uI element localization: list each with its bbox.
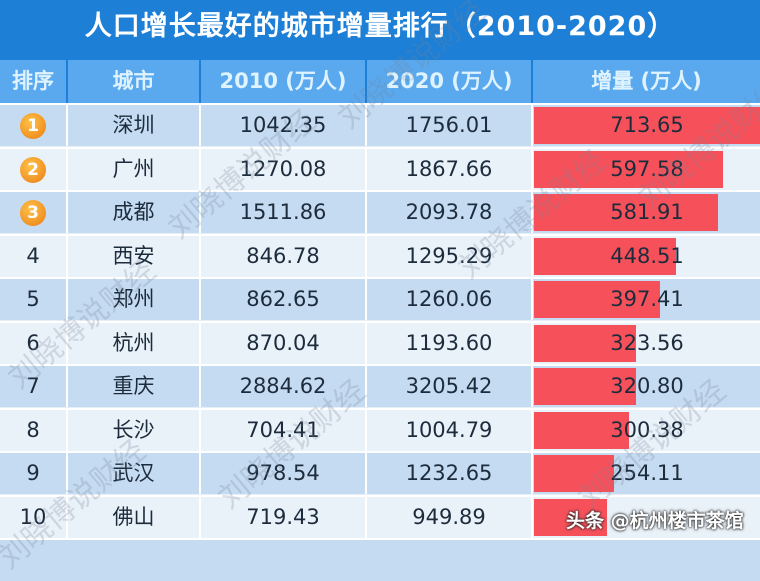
header-2020: 2020 (万人) <box>367 60 531 103</box>
cell-y2010: 1511.86 <box>201 192 367 233</box>
table-row: 6 杭州 870.04 1193.60 323.56 <box>0 320 760 364</box>
increase-label: 448.51 <box>610 243 684 268</box>
chart-title: 人口增长最好的城市增量排行（2010-2020） <box>0 0 760 58</box>
cell-y2020: 3205.42 <box>367 366 533 407</box>
table-row: 3 成都 1511.86 2093.78 581.91 <box>0 190 760 233</box>
cell-rank: 6 <box>0 322 68 364</box>
cell-city: 西安 <box>68 235 201 277</box>
increase-bar <box>534 150 724 188</box>
increase-bar <box>534 411 630 449</box>
table-row: 5 郑州 862.65 1260.06 397.41 <box>0 277 760 320</box>
increase-bar <box>534 237 677 275</box>
cell-y2010: 719.43 <box>201 496 367 538</box>
credit-watermark: 头条 @杭州楼市茶馆 <box>566 510 744 532</box>
table-row: 4 西安 846.78 1295.29 448.51 <box>0 233 760 277</box>
increase-label: 254.11 <box>610 461 684 485</box>
cell-y2020: 949.89 <box>367 496 533 538</box>
increase-label: 300.38 <box>610 417 684 442</box>
table-row: 9 武汉 978.54 1232.65 254.11 <box>0 451 760 494</box>
increase-label: 713.65 <box>610 113 684 137</box>
cell-y2010: 862.65 <box>201 279 367 320</box>
table-header: 排序 城市 2010 (万人) 2020 (万人) 增量 (万人) <box>0 58 760 103</box>
cell-y2010: 2884.62 <box>201 366 367 407</box>
cell-rank: 10 <box>0 496 68 538</box>
cell-city: 佛山 <box>68 496 201 538</box>
cell-city: 重庆 <box>68 366 201 407</box>
increase-label: 397.41 <box>610 287 684 311</box>
cell-y2020: 1295.29 <box>367 235 533 277</box>
cell-rank: 8 <box>0 409 68 451</box>
increase-bar <box>534 107 760 144</box>
cell-y2020: 1004.79 <box>367 409 533 451</box>
cell-rank: 5 <box>0 279 68 320</box>
table-row <box>0 538 760 581</box>
header-rank: 排序 <box>0 60 66 103</box>
medal-icon: 2 <box>20 156 46 183</box>
table-row: 2 广州 1270.08 1867.66 597.58 <box>0 146 760 190</box>
table-row: 8 长沙 704.41 1004.79 300.38 <box>0 407 760 451</box>
cell-y2020: 1867.66 <box>367 148 533 190</box>
increase-label: 597.58 <box>610 156 684 181</box>
table-row: 7 重庆 2884.62 3205.42 320.80 <box>0 364 760 407</box>
cell-city: 长沙 <box>68 409 201 451</box>
cell-rank: 4 <box>0 235 68 277</box>
cell-city: 成都 <box>68 192 201 233</box>
cell-y2020: 1260.06 <box>367 279 533 320</box>
header-2010: 2010 (万人) <box>201 60 365 103</box>
cell-y2010: 704.41 <box>201 409 367 451</box>
cell-city: 深圳 <box>68 105 201 146</box>
cell-y2020: 2093.78 <box>367 192 533 233</box>
increase-label: 323.56 <box>610 330 684 355</box>
cell-y2020: 1232.65 <box>367 453 533 494</box>
cell-city: 郑州 <box>68 279 201 320</box>
header-increase: 增量 (万人) <box>533 60 760 103</box>
cell-y2010: 870.04 <box>201 322 367 364</box>
increase-bar <box>534 368 636 405</box>
header-city: 城市 <box>68 60 199 103</box>
cell-y2020: 1193.60 <box>367 322 533 364</box>
cell-rank: 3 <box>0 192 68 233</box>
increase-label: 581.91 <box>610 200 684 224</box>
increase-bar <box>534 455 615 492</box>
cell-y2010: 1042.35 <box>201 105 367 146</box>
cell-y2010: 978.54 <box>201 453 367 494</box>
cell-rank: 7 <box>0 366 68 407</box>
medal-icon: 3 <box>20 200 46 226</box>
increase-bar <box>534 324 637 362</box>
cell-rank: 9 <box>0 453 68 494</box>
cell-rank: 2 <box>0 148 68 190</box>
increase-label: 320.80 <box>610 374 684 398</box>
cell-y2010: 1270.08 <box>201 148 367 190</box>
increase-bar <box>534 498 607 536</box>
increase-bar <box>534 281 660 318</box>
table-row: 10 佛山 719.43 949.89 <box>0 494 760 538</box>
increase-bar <box>534 194 719 231</box>
table-row: 1 深圳 1042.35 1756.01 713.65 <box>0 103 760 146</box>
cell-rank: 1 <box>0 105 68 146</box>
medal-icon: 1 <box>20 113 46 139</box>
cell-city: 广州 <box>68 148 201 190</box>
cell-y2010: 846.78 <box>201 235 367 277</box>
cell-city: 杭州 <box>68 322 201 364</box>
cell-city: 武汉 <box>68 453 201 494</box>
cell-y2020: 1756.01 <box>367 105 533 146</box>
